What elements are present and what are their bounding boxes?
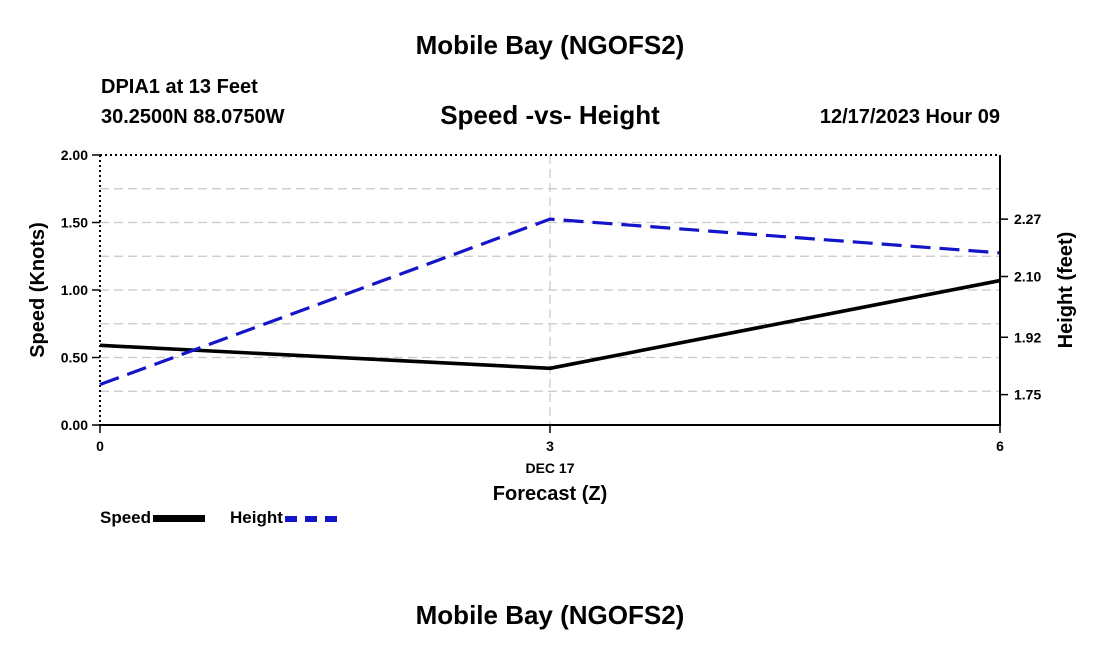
grid — [100, 155, 1000, 425]
series-line-speed — [99, 278, 1001, 371]
x-axis-title: Forecast (Z) — [493, 483, 607, 505]
legend-label-speed: Speed — [100, 508, 152, 527]
y2-tick-label: 1.92 — [1014, 329, 1041, 345]
page-title: Mobile Bay (NGOFS2) — [415, 30, 685, 60]
forecast-datetime: 12/17/2023 Hour 09 — [819, 106, 1000, 128]
y-tick-label: 1.50 — [61, 215, 88, 231]
series-layer — [99, 217, 1001, 387]
y2-axis-title: Height (feet) — [1055, 232, 1077, 349]
x-tick-label: 0 — [96, 438, 104, 454]
y-axis-title: Speed (Knots) — [27, 222, 49, 358]
legend-swatch-speed — [153, 515, 206, 523]
x-date-label: DEC 17 — [525, 460, 574, 476]
chart-title: Speed -vs- Height — [440, 100, 660, 130]
y-tick-label: 2.00 — [61, 147, 88, 163]
y2-tick-label: 1.75 — [1014, 387, 1041, 403]
y2-tick-label: 2.27 — [1014, 211, 1041, 227]
coordinates-label: 30.2500N 88.0750W — [101, 106, 285, 128]
y2-tick-label: 2.10 — [1014, 269, 1041, 285]
x-tick-label: 3 — [546, 438, 554, 454]
y-tick-label: 1.00 — [61, 282, 88, 298]
station-label: DPIA1 at 13 Feet — [101, 76, 258, 98]
legend-label-height: Height — [230, 508, 283, 527]
legend-item-height: Height — [230, 508, 337, 528]
y-tick-label: 0.50 — [61, 350, 88, 366]
legend-swatch-height — [284, 515, 337, 522]
footer-title: Mobile Bay (NGOFS2) — [415, 600, 685, 630]
tick-labels: 0.00 0.50 1.00 1.50 2.00 1.75 1.92 2.10 2.27 0 3 6 — [61, 147, 1042, 454]
y-tick-label: 0.00 — [61, 417, 88, 433]
series-line-height — [99, 217, 1001, 387]
x-tick-label: 6 — [996, 438, 1004, 454]
legend-item-speed: Speed — [100, 508, 206, 528]
